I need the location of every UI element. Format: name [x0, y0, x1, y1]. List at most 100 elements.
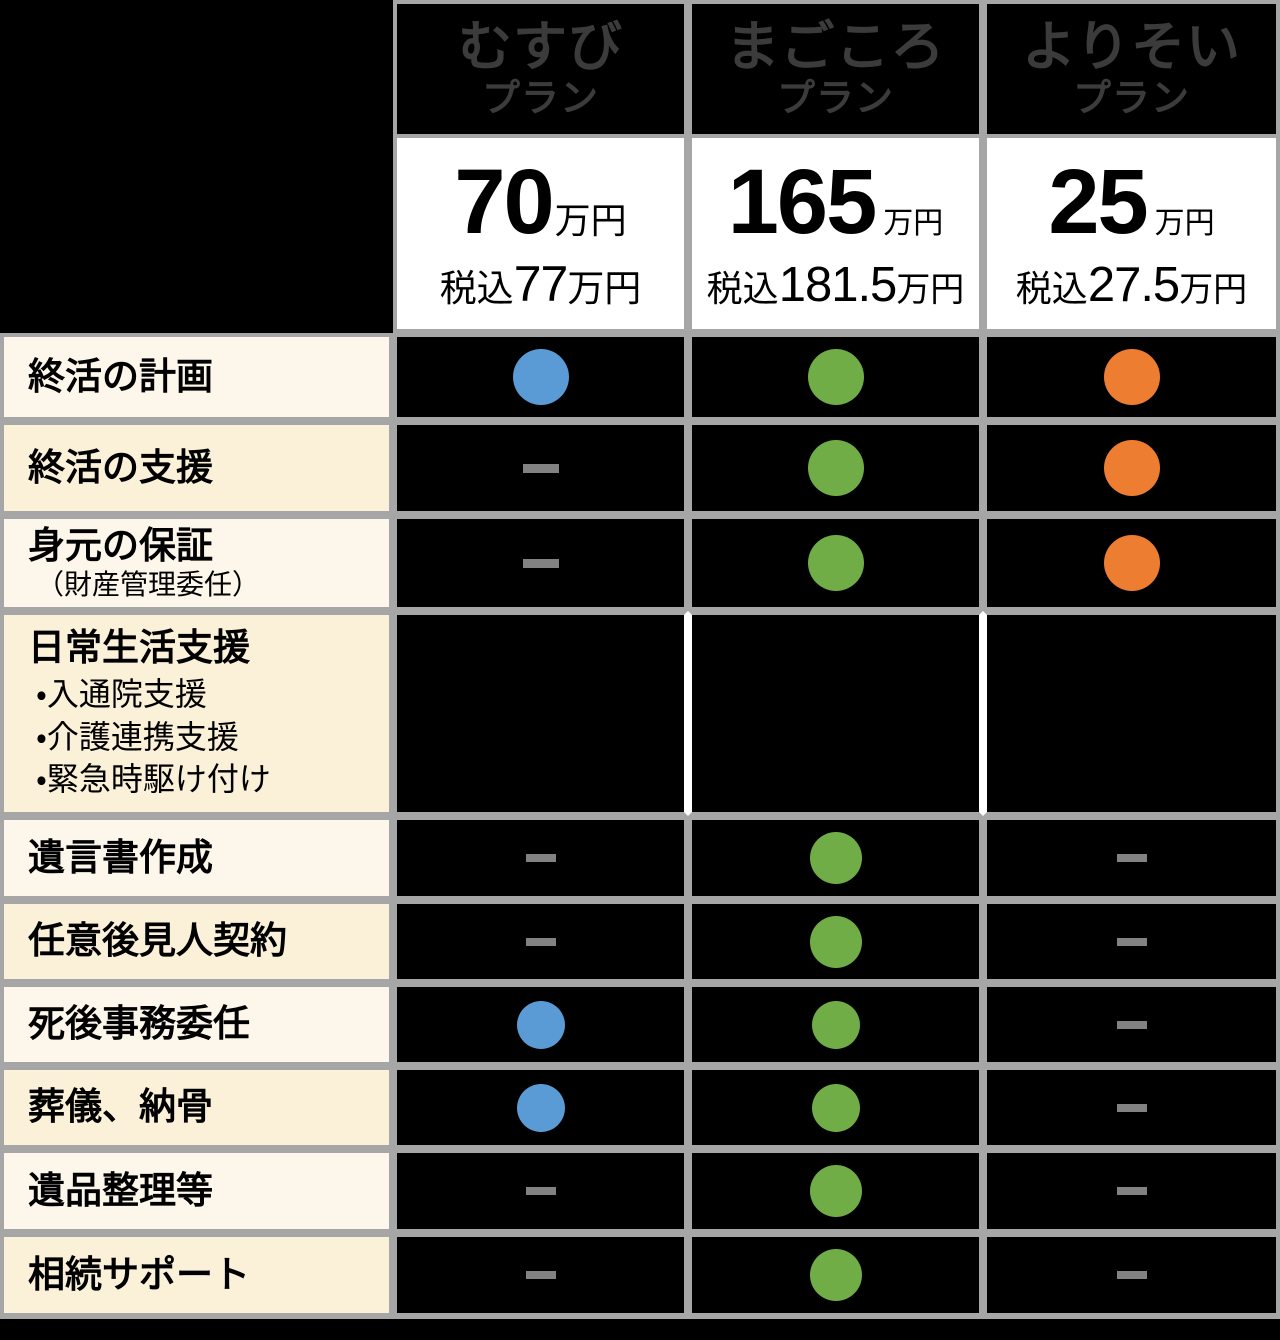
mark-cell-r4-c3: [983, 611, 1280, 816]
mark-cell-r9-c3: [983, 1149, 1280, 1233]
mark-cell-r1-c3: [983, 333, 1280, 421]
mark-cell-r10-c1: [393, 1233, 688, 1317]
feature-title: 身元の保証: [28, 524, 213, 566]
table-bottom-rule: [0, 1317, 1280, 1319]
blue-dot-icon: [516, 1083, 565, 1132]
price-tax-musubi: 税込 77 万円: [440, 255, 642, 313]
green-dot-icon: [809, 832, 862, 884]
orange-dot-icon: [1103, 535, 1160, 591]
plan-header-magokoro[interactable]: まごころ プラン: [688, 0, 983, 138]
feature-label-row-7: 死後事務委任: [0, 983, 393, 1066]
green-dot-icon: [807, 440, 864, 496]
tax-label-musubi: 税込: [439, 268, 514, 309]
mark-cell-r2-c1: [393, 421, 688, 515]
dash-icon: [525, 854, 556, 862]
green-dot-icon: [809, 1249, 862, 1301]
green-dot-icon: [807, 535, 864, 591]
mark-cell-r6-c2: [688, 900, 983, 983]
feature-bullet-item: ・介護連携支援: [36, 718, 239, 755]
price-unit-musubi: 万円: [554, 200, 627, 241]
table-corner-blank-price: [0, 138, 393, 333]
dash-icon: [1116, 1271, 1147, 1279]
feature-bullet-list: ・入通院支援 ・介護連携支援 ・緊急時駆け付け: [28, 673, 389, 800]
tax-amount-musubi: 77: [513, 256, 569, 312]
tax-label-yorisoi: 税込: [1015, 268, 1088, 309]
tax-unit-magokoro: 万円: [896, 271, 965, 309]
dash-icon: [522, 558, 559, 568]
plan-name-yorisoi: よりそい: [1022, 17, 1241, 77]
dash-icon: [525, 1187, 556, 1195]
price-tax-yorisoi: 税込 27.5 万円: [1016, 257, 1247, 313]
price-cell-musubi: 70 万円 税込 77 万円: [393, 138, 688, 333]
mark-cell-r7-c1: [393, 983, 688, 1066]
green-dot-icon: [811, 1083, 860, 1132]
price-amount-musubi: 70: [454, 151, 554, 253]
price-tax-magokoro: 税込 181.5 万円: [707, 257, 965, 313]
mark-cell-r9-c2: [688, 1149, 983, 1233]
tax-amount-yorisoi: 27.5: [1087, 258, 1180, 312]
plan-header-yorisoi[interactable]: よりそい プラン: [983, 0, 1280, 138]
dash-icon: [1116, 1020, 1147, 1029]
blue-dot-icon: [516, 1000, 565, 1049]
plan-name-musubi: むすび: [458, 17, 623, 77]
green-dot-icon: [809, 915, 862, 968]
mark-cell-r9-c1: [393, 1149, 688, 1233]
plan-sub-yorisoi: プラン: [1072, 78, 1190, 120]
feature-bullet-item: ・入通院支援: [36, 676, 207, 713]
feature-label-row-10: 相続サポート: [0, 1233, 393, 1317]
green-dot-icon: [811, 1000, 860, 1049]
plan-sub-magokoro: プラン: [776, 78, 894, 120]
feature-label-row-3: 身元の保証 （財産管理委任）: [0, 515, 393, 611]
price-main-magokoro: 165 万円: [728, 156, 944, 257]
dash-icon: [522, 463, 559, 473]
mark-cell-r2-c3: [983, 421, 1280, 515]
mark-cell-r4-c2: [688, 611, 983, 816]
green-dot-icon: [809, 1165, 862, 1217]
mark-cell-r1-c1: [393, 333, 688, 421]
dash-icon: [1116, 1187, 1147, 1195]
mark-cell-r10-c2: [688, 1233, 983, 1317]
dash-icon: [1116, 1103, 1147, 1112]
feature-title: 日常生活支援: [28, 626, 250, 668]
green-dot-icon: [807, 349, 864, 405]
feature-label-row-8: 葬儀、納骨: [0, 1066, 393, 1149]
feature-title: 相続サポート: [28, 1253, 250, 1295]
feature-bullet-item: ・緊急時駆け付け: [36, 760, 271, 797]
mark-cell-r3-c2: [688, 515, 983, 611]
feature-label-row-1: 終活の計画: [0, 333, 393, 421]
mark-cell-r5-c3: [983, 816, 1280, 900]
feature-label-row-6: 任意後見人契約: [0, 900, 393, 983]
mark-cell-r7-c3: [983, 983, 1280, 1066]
tax-amount-magokoro: 181.5: [778, 258, 898, 312]
mark-cell-r6-c3: [983, 900, 1280, 983]
mark-cell-r2-c2: [688, 421, 983, 515]
price-unit-magokoro: 万円: [883, 207, 944, 240]
plan-header-musubi[interactable]: むすび プラン: [393, 0, 688, 138]
feature-label-row-4: 日常生活支援・入通院支援 ・介護連携支援 ・緊急時駆け付け: [0, 611, 393, 816]
price-unit-yorisoi: 万円: [1154, 207, 1215, 240]
orange-dot-icon: [1103, 349, 1160, 405]
price-main-yorisoi: 25 万円: [1048, 156, 1214, 257]
price-cell-yorisoi: 25 万円 税込 27.5 万円: [983, 138, 1280, 333]
feature-title: 遺品整理等: [28, 1169, 213, 1211]
feature-title: 任意後見人契約: [28, 920, 287, 962]
feature-title: 遺言書作成: [28, 836, 213, 878]
mark-cell-r8-c2: [688, 1066, 983, 1149]
mark-cell-r4-c1: [393, 611, 688, 816]
mark-cell-r10-c3: [983, 1233, 1280, 1317]
dash-icon: [525, 937, 556, 946]
orange-dot-icon: [1103, 440, 1160, 496]
plan-sub-musubi: プラン: [481, 78, 599, 120]
price-amount-yorisoi: 25: [1048, 151, 1148, 253]
feature-note: （財産管理委任）: [36, 569, 261, 601]
mark-cell-r5-c2: [688, 816, 983, 900]
feature-title: 死後事務委任: [28, 1003, 250, 1045]
feature-title: 終活の支援: [28, 446, 213, 488]
feature-label-row-2: 終活の支援: [0, 421, 393, 515]
dash-icon: [1116, 937, 1147, 946]
mark-cell-r1-c2: [688, 333, 983, 421]
plan-name-magokoro: まごころ: [725, 17, 946, 77]
feature-title: 葬儀、納骨: [28, 1086, 213, 1128]
mark-cell-r3-c3: [983, 515, 1280, 611]
tax-unit-musubi: 万円: [567, 268, 642, 309]
